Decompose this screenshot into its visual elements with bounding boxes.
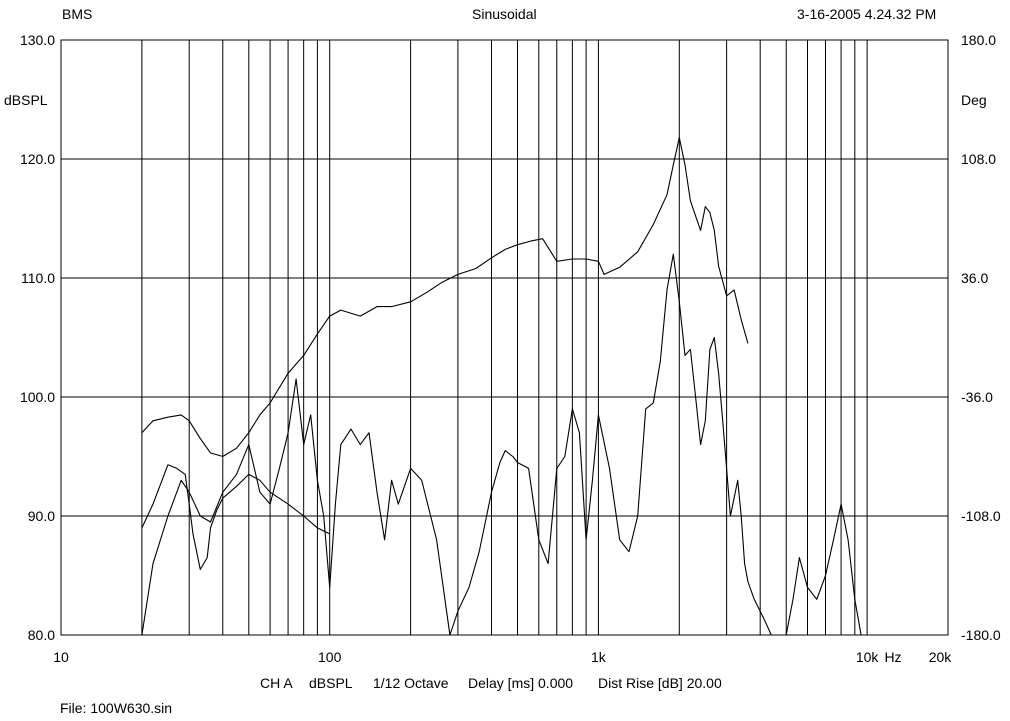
y-tick-label: 90.0 <box>28 508 55 524</box>
x-tick-label: 10k <box>856 649 880 665</box>
footer-dist-rise: Dist Rise [dB] 20.00 <box>598 675 722 691</box>
footer-smoothing: 1/12 Octave <box>373 675 449 691</box>
y-tick-label: 100.0 <box>20 389 55 405</box>
x-tick-label: 20k <box>929 649 953 665</box>
x-unit-label: Hz <box>884 649 901 665</box>
y-axis-label: dBSPL <box>4 92 48 108</box>
y-tick-label: 120.0 <box>20 151 55 167</box>
series-line-distortion <box>141 253 948 636</box>
y2-tick-label: -180.0 <box>961 627 1001 643</box>
y2-axis-label: Deg <box>961 92 987 108</box>
header-left-label: BMS <box>62 6 93 22</box>
y-tick-label: 130.0 <box>20 32 55 48</box>
plot-frame <box>60 39 949 636</box>
header-timestamp: 3-16-2005 4.24.32 PM <box>797 6 937 22</box>
y2-tick-label: 36.0 <box>961 270 988 286</box>
y-tick-label: 110.0 <box>21 270 55 286</box>
x-tick-label: 100 <box>318 649 342 665</box>
y2-tick-label: 180.0 <box>961 32 996 48</box>
footer-channel: CH A <box>260 675 293 691</box>
x-tick-label: 1k <box>591 649 607 665</box>
y2-tick-label: -108.0 <box>961 508 1001 524</box>
series-line-spl <box>141 137 749 458</box>
y2-tick-label: 108.0 <box>961 151 996 167</box>
y2-tick-label: -36.0 <box>961 389 993 405</box>
series-line-phase <box>141 464 330 571</box>
footer-file-name: File: 100W630.sin <box>60 700 173 716</box>
footer-unit: dBSPL <box>309 675 353 691</box>
y-tick-label: 80.0 <box>28 627 55 643</box>
x-tick-label: 10 <box>53 649 69 665</box>
header-title: Sinusoidal <box>472 6 537 22</box>
footer-delay: Delay [ms] 0.000 <box>468 675 574 691</box>
